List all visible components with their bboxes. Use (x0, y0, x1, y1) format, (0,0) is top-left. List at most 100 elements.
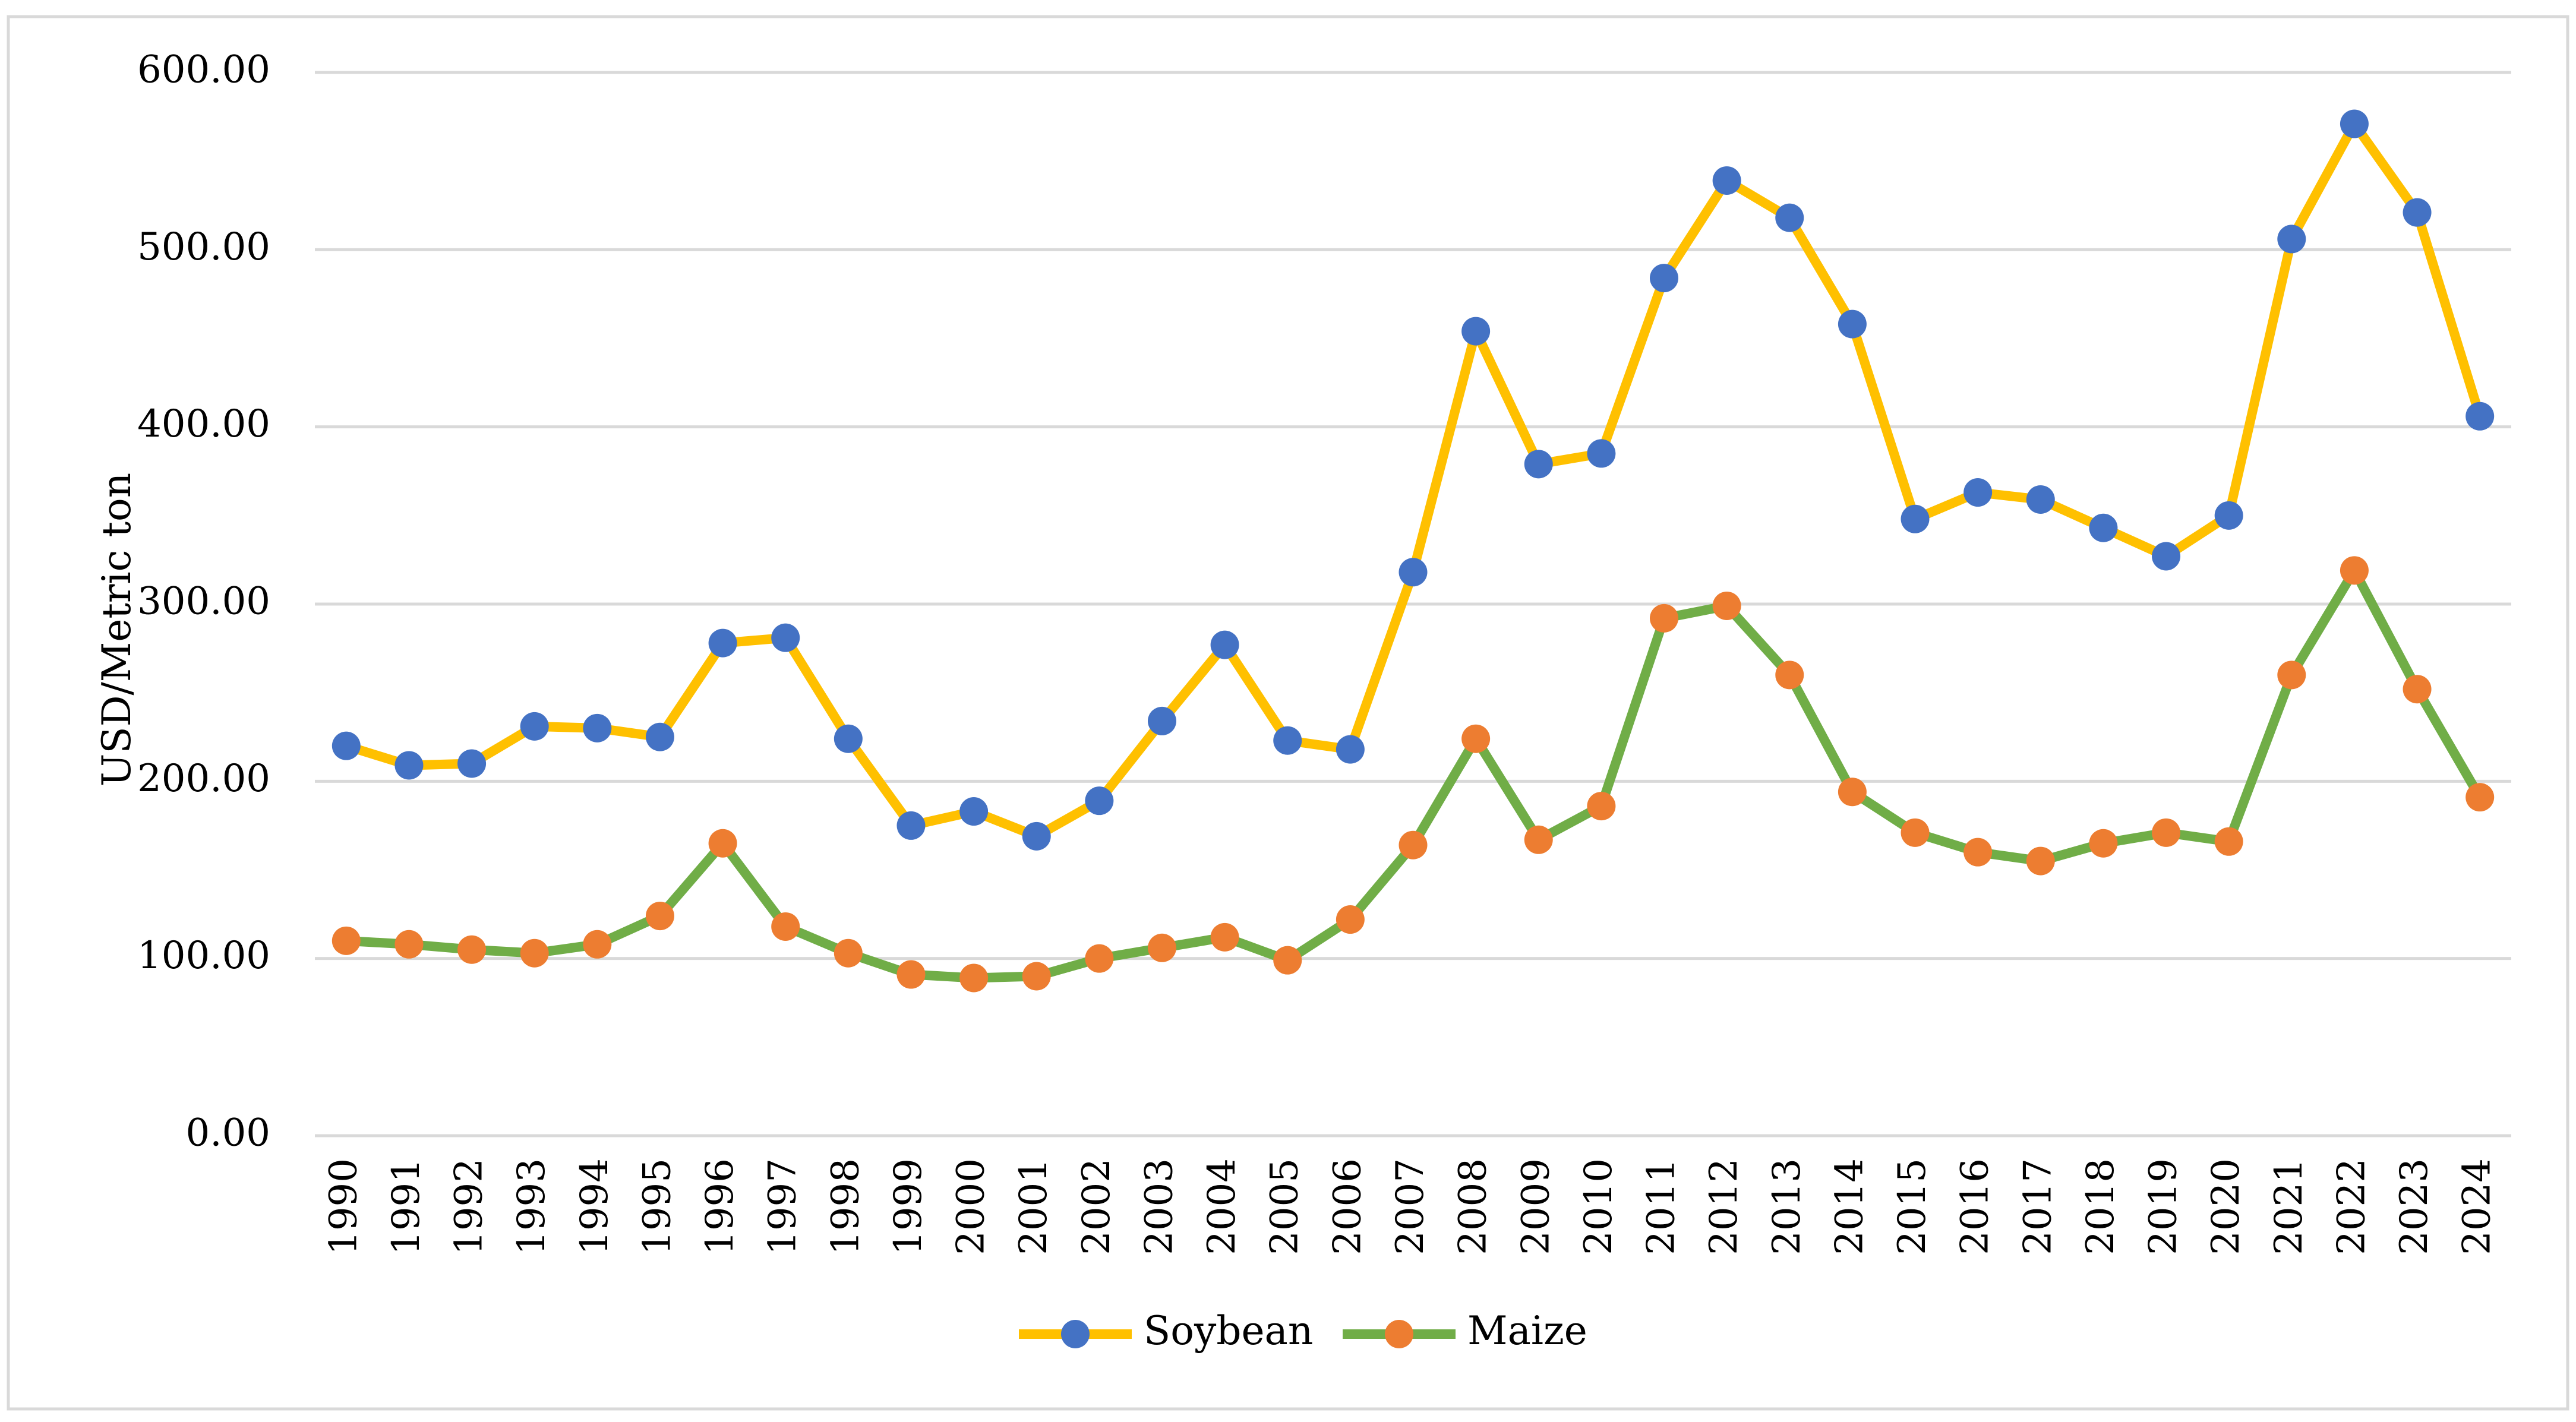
data-point (2026, 485, 2055, 514)
y-axis-label: USD/Metric ton (94, 473, 140, 787)
y-tick-label: 400.00 (137, 402, 270, 446)
data-point (520, 938, 549, 968)
data-point (332, 731, 361, 760)
data-point (1901, 818, 1930, 847)
data-point (1147, 706, 1176, 735)
data-point (1775, 661, 1804, 690)
data-point (1963, 838, 1993, 867)
x-tick-label: 2009 (1514, 1158, 1558, 1255)
gridlines (315, 71, 2511, 1137)
data-point (708, 829, 737, 858)
x-tick-label: 2021 (2267, 1158, 2311, 1255)
y-tick-label: 300.00 (137, 580, 270, 624)
data-point (1461, 724, 1491, 753)
data-point (771, 912, 800, 941)
data-point (2277, 225, 2306, 254)
data-point (2340, 109, 2369, 138)
data-point (1273, 946, 1302, 975)
data-point (1147, 933, 1176, 962)
x-tick-label: 2024 (2455, 1158, 2499, 1255)
data-point (645, 902, 674, 931)
x-tick-label: 1999 (886, 1158, 930, 1255)
data-point (1210, 630, 1239, 659)
x-tick-label: 1990 (321, 1158, 365, 1255)
x-tick-label: 1996 (698, 1158, 742, 1255)
x-tick-label: 2003 (1137, 1158, 1181, 1255)
data-point (2277, 661, 2306, 690)
data-point (520, 712, 549, 741)
x-tick-label: 1997 (761, 1158, 805, 1255)
data-point (834, 724, 863, 753)
data-point (645, 722, 674, 751)
x-tick-label: 1993 (510, 1158, 554, 1255)
x-tick-label: 2016 (1953, 1158, 1997, 1255)
legend-swatch-marker (1385, 1320, 1413, 1348)
data-point (1838, 778, 1867, 807)
data-point (2340, 556, 2369, 585)
data-point (332, 926, 361, 955)
data-point (1650, 264, 1679, 293)
series (332, 109, 2495, 993)
data-point (394, 751, 424, 780)
x-tick-label: 2005 (1263, 1158, 1307, 1255)
x-axis-ticks: 1990 1991 1992 1993 1994 1995 1996 1997 1998 1999… (321, 1158, 2499, 1255)
x-tick-label: 2002 (1075, 1158, 1119, 1255)
data-point (2026, 846, 2055, 876)
data-point (1587, 439, 1616, 468)
data-point (896, 811, 926, 840)
y-tick-label: 0.00 (186, 1111, 271, 1155)
x-tick-label: 2018 (2079, 1158, 2123, 1255)
data-point (959, 797, 989, 826)
x-tick-label: 2023 (2392, 1158, 2436, 1255)
data-point (1336, 905, 1365, 934)
legend-swatch-marker (1061, 1320, 1090, 1348)
y-tick-label: 100.00 (137, 934, 270, 978)
x-tick-label: 2020 (2204, 1158, 2248, 1255)
data-point (1022, 962, 1051, 991)
data-point (1461, 317, 1491, 346)
data-point (2403, 198, 2432, 227)
data-point (708, 628, 737, 658)
x-tick-label: 2006 (1325, 1158, 1369, 1255)
data-point (1650, 603, 1679, 633)
data-point (457, 935, 487, 964)
x-tick-label: 1992 (447, 1158, 491, 1255)
data-point (1399, 558, 1428, 587)
data-point (1210, 922, 1239, 952)
legend-label: Maize (1467, 1308, 1587, 1354)
data-point (2403, 675, 2432, 704)
x-tick-label: 2004 (1200, 1158, 1244, 1255)
y-tick-label: 200.00 (137, 757, 270, 801)
data-point (457, 749, 487, 778)
data-point (1712, 591, 1741, 620)
data-point (1838, 309, 1867, 339)
data-point (1963, 478, 1993, 507)
data-point (2214, 501, 2243, 530)
x-tick-label: 2013 (1765, 1158, 1809, 1255)
data-point (1587, 792, 1616, 821)
data-point (1085, 944, 1114, 973)
x-tick-label: 2010 (1577, 1158, 1621, 1255)
x-tick-label: 2014 (1827, 1158, 1871, 1255)
data-point (1524, 825, 1553, 854)
data-point (1775, 203, 1804, 232)
data-point (1399, 830, 1428, 859)
legend-item-maize: Maize (1343, 1308, 1587, 1354)
x-tick-label: 2022 (2329, 1158, 2373, 1255)
legend-item-soybean: Soybean (1019, 1308, 1313, 1354)
data-point (771, 623, 800, 652)
x-tick-label: 2015 (1890, 1158, 1934, 1255)
x-tick-label: 1994 (573, 1158, 617, 1255)
data-point (583, 713, 612, 742)
y-tick-label: 600.00 (137, 48, 270, 92)
x-tick-label: 2011 (1640, 1158, 1684, 1255)
data-point (2152, 818, 2181, 847)
data-point (1273, 726, 1302, 755)
series-maize (332, 556, 2495, 993)
data-point (1524, 450, 1553, 479)
data-point (834, 938, 863, 968)
data-point (896, 960, 926, 989)
legend-label: Soybean (1144, 1308, 1313, 1354)
data-point (1712, 166, 1741, 195)
